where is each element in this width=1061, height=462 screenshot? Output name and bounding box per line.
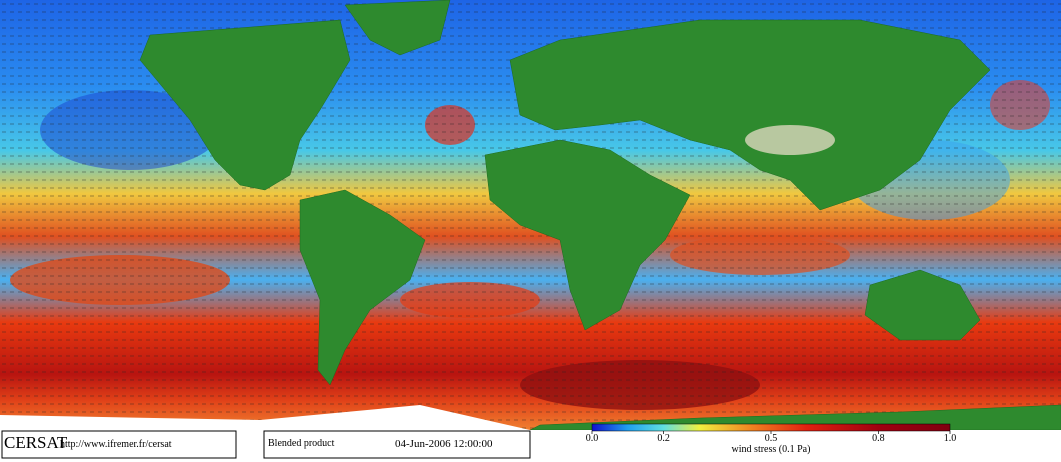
url: http://www.ifremer.fr/cersat	[60, 439, 172, 450]
logo-box	[1, 430, 237, 459]
colorbar-tick-label: 0.8	[872, 433, 885, 444]
info-box	[263, 430, 531, 459]
colorbar-label: wind stress (0.1 Pa)	[732, 444, 811, 455]
product: Blended product	[268, 438, 335, 449]
colorbar-tick-label: 0.2	[657, 433, 670, 444]
colorbar-tick-label: 0.5	[765, 433, 778, 444]
land	[139, 0, 1061, 431]
logo: CERSAT	[4, 433, 68, 452]
colorbar-tick-label: 0.0	[586, 433, 599, 444]
colorbar-tick-label: 1.0	[944, 433, 957, 444]
colorbar	[591, 423, 951, 432]
date: 04-Jun-2006 12:00:00	[395, 438, 493, 450]
